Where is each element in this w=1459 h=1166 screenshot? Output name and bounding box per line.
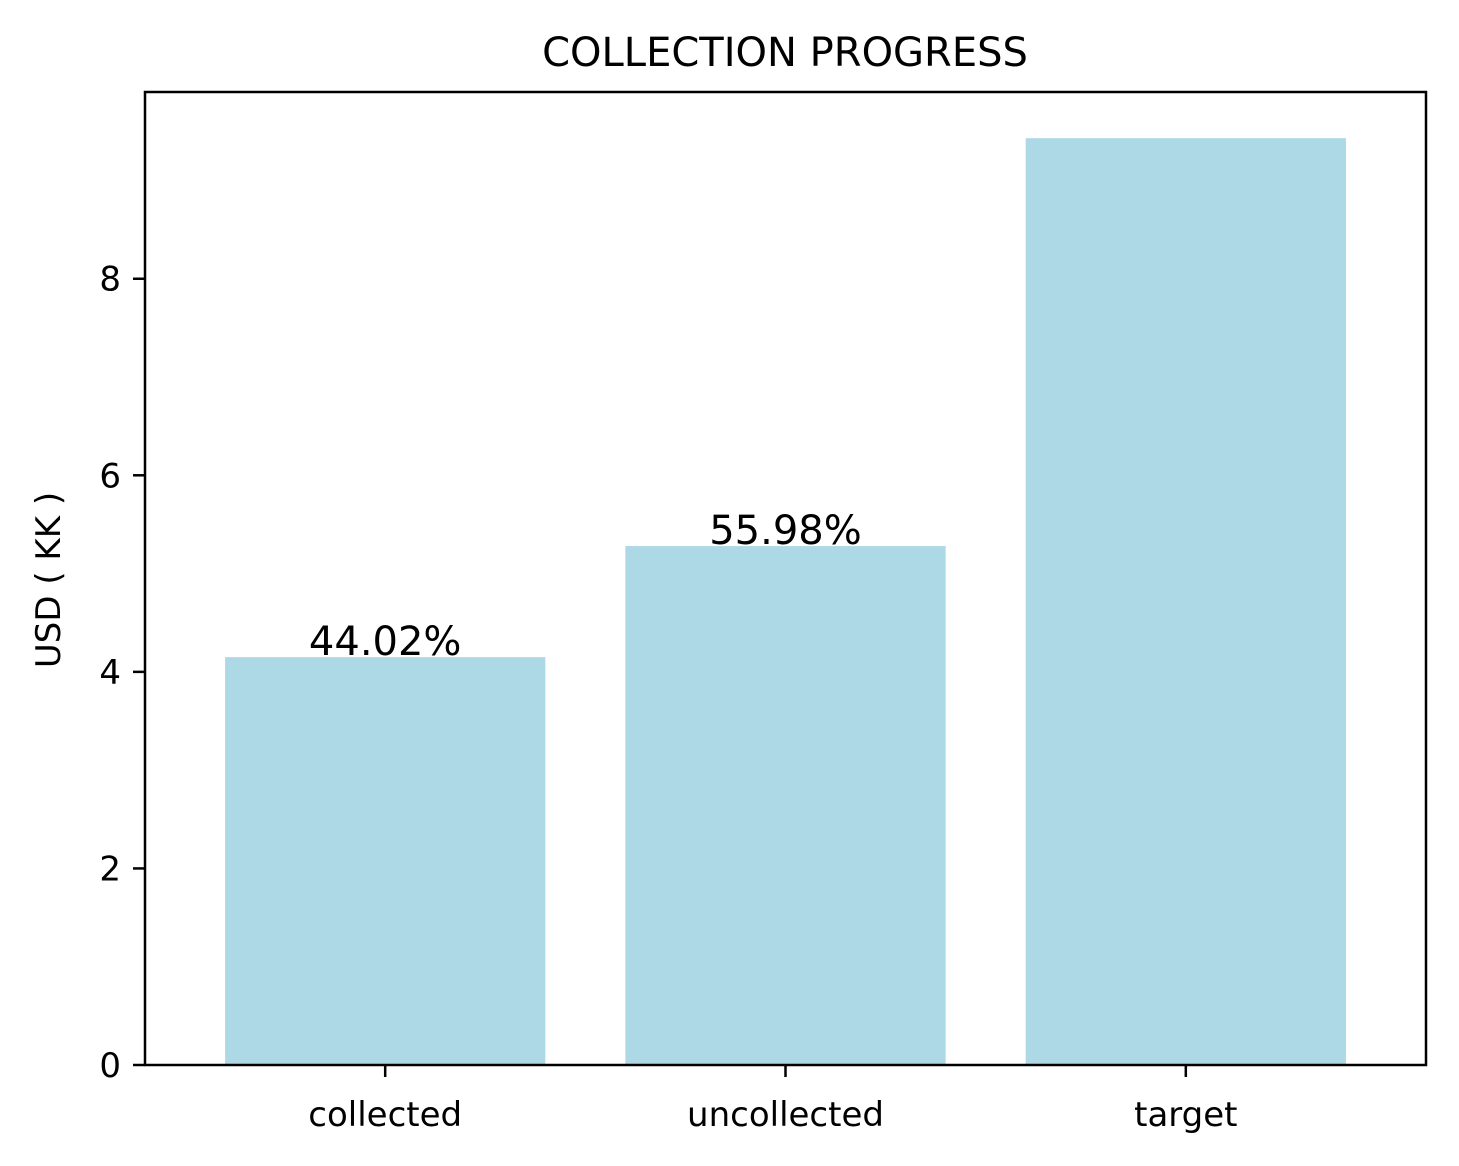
y-tick-label-8: 8 (99, 260, 121, 300)
y-tick-label-6: 6 (99, 456, 121, 496)
data-labels-layer: 44.02% 55.98% (309, 508, 862, 665)
y-tick-label-0: 0 (99, 1046, 121, 1086)
x-axis: collected uncollected target (308, 1065, 1238, 1135)
bar-uncollected (625, 546, 946, 1065)
bar-collected (225, 657, 546, 1065)
y-tick-label-4: 4 (99, 653, 121, 693)
data-label-collected: 44.02% (309, 619, 462, 665)
chart-title: COLLECTION PROGRESS (542, 30, 1028, 76)
y-axis: 0 2 4 6 8 (99, 260, 145, 1086)
x-tick-label-uncollected: uncollected (687, 1095, 884, 1135)
bars-layer (225, 138, 1346, 1065)
y-axis-label: USD ( KK ) (29, 492, 69, 668)
data-label-uncollected: 55.98% (709, 508, 862, 554)
y-tick-label-2: 2 (99, 849, 121, 889)
x-tick-label-target: target (1134, 1095, 1237, 1135)
bar-target (1025, 138, 1346, 1065)
x-tick-label-collected: collected (308, 1095, 462, 1135)
